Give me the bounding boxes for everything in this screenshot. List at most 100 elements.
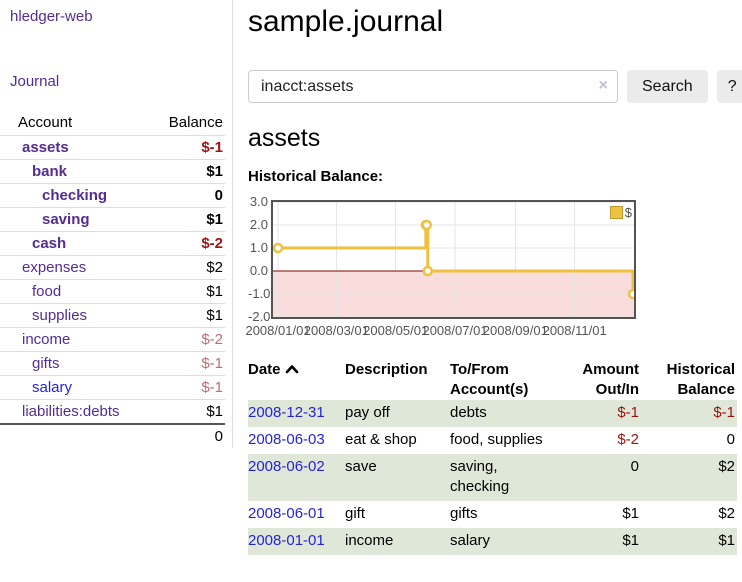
transaction-description: pay off <box>345 400 450 427</box>
account-row: expenses $2 <box>0 255 225 280</box>
transaction-amount: $-2 <box>617 431 639 448</box>
app-brand-link[interactable]: hledger-web <box>10 8 93 25</box>
chart-legend: $ <box>609 205 632 220</box>
sidebar-account-link[interactable]: gifts <box>32 355 60 372</box>
search-box: × <box>248 70 618 103</box>
sidebar-account-link[interactable]: assets <box>22 139 69 156</box>
x-axis-tick-label: 2008/01/01 <box>245 323 311 338</box>
transaction-balance: $1 <box>641 528 737 555</box>
transaction-row: 2008-06-01 gift gifts $1 $2 <box>248 501 737 528</box>
register-column-header-historical: Historical Balance <box>666 361 735 398</box>
sidebar-account-link[interactable]: cash <box>32 235 67 252</box>
sidebar-account-link[interactable]: expenses <box>22 259 87 276</box>
transaction-date-link[interactable]: 2008-01-01 <box>248 532 325 549</box>
sort-ascending-icon <box>281 361 299 378</box>
account-row: salary $-1 <box>0 375 225 400</box>
legend-label: $ <box>624 205 632 220</box>
clear-search-icon[interactable]: × <box>598 77 608 94</box>
register-column-header-amount: Amount Out/In <box>582 361 639 398</box>
account-balance: 0 <box>153 183 225 208</box>
transaction-date-link[interactable]: 2008-12-31 <box>248 404 325 421</box>
search-input[interactable] <box>248 70 618 103</box>
search-button[interactable]: Search <box>627 70 708 103</box>
account-row: supplies $1 <box>0 303 225 328</box>
sidebar-account-link[interactable]: salary <box>32 379 73 396</box>
transaction-amount: 0 <box>560 454 641 501</box>
transaction-amount: $1 <box>560 528 641 555</box>
x-axis-tick-label: 2008/07/01 <box>422 323 488 338</box>
transaction-accounts: gifts <box>450 505 478 522</box>
y-axis-tick-label: 1.0 <box>249 240 268 255</box>
transaction-amount: $-1 <box>560 400 641 427</box>
account-title: assets <box>248 124 321 152</box>
transaction-accounts: debts <box>450 400 560 427</box>
sidebar-account-link[interactable]: checking <box>42 187 108 204</box>
transaction-date-link[interactable]: 2008-06-03 <box>248 431 325 448</box>
account-row: food $1 <box>0 279 225 304</box>
y-axis-tick-label: 0.0 <box>249 263 268 278</box>
account-balance: $-1 <box>153 135 225 160</box>
accounts-table: Account Balance assets $-1 bank $1 checking 0… <box>0 111 225 448</box>
register-column-header-to-from: To/From Account(s) <box>450 361 529 398</box>
account-balance: $-2 <box>153 231 225 256</box>
chart-plot-area: $ <box>271 200 636 319</box>
balance-chart: $ 3.0 2.0 1.0 0.0 -1.0 -2.0 2008/01/01 2008/03/… <box>245 191 742 341</box>
x-axis-tick-label: 2008/11/01 <box>542 323 607 338</box>
account-balance: $2 <box>153 255 225 280</box>
account-balance: $-1 <box>153 351 225 376</box>
transaction-balance: $2 <box>641 454 737 501</box>
historical-balance-label: Historical Balance: <box>248 168 384 185</box>
accounts-column-header-account: Account <box>18 114 73 131</box>
sidebar-account-link[interactable]: supplies <box>32 307 88 324</box>
y-axis-tick-label: -1.0 <box>248 286 271 301</box>
sidebar-account-link[interactable]: income <box>22 331 71 348</box>
y-axis-tick-label: -2.0 <box>248 309 271 324</box>
transaction-date-link[interactable]: 2008-06-02 <box>248 458 325 475</box>
account-row: bank $1 <box>0 159 225 184</box>
search-form: × Search ? <box>248 70 742 103</box>
accounts-total-balance: 0 <box>153 423 225 448</box>
account-balance: $-1 <box>153 375 225 400</box>
transaction-balance: 0 <box>726 431 735 448</box>
register-column-header-date: Date <box>248 360 345 400</box>
accounts-total-row: 0 <box>0 423 225 448</box>
sidebar-account-link[interactable]: saving <box>42 211 90 228</box>
accounts-column-header-balance: Balance <box>168 114 223 131</box>
transaction-description: gift <box>345 505 366 522</box>
transaction-description: eat & shop <box>345 431 417 448</box>
register-column-header-description: Description <box>345 361 428 378</box>
account-row: cash $-2 <box>0 231 225 256</box>
x-axis-tick-label: 2008/03/01 <box>303 323 369 338</box>
register-table: Date Description To/From Account(s) Amount Ou… <box>248 360 737 555</box>
sidebar-account-link[interactable]: bank <box>32 163 68 180</box>
account-row: gifts $-1 <box>0 351 225 376</box>
transaction-date-link[interactable]: 2008-06-01 <box>248 505 325 522</box>
account-balance: $1 <box>153 159 225 184</box>
account-row: assets $-1 <box>0 135 225 160</box>
transaction-row: 2008-06-03 eat & shop food, supplies $-2 0 <box>248 427 737 454</box>
transaction-accounts: saving, checking <box>450 454 560 501</box>
sidebar-account-link[interactable]: liabilities:debts <box>22 403 120 420</box>
transaction-row: 2008-01-01 income salary $1 $1 <box>248 528 737 555</box>
chart-canvas <box>273 202 634 317</box>
account-balance: $1 <box>153 303 225 328</box>
account-row: checking 0 <box>0 183 225 208</box>
account-balance: $1 <box>153 399 225 424</box>
account-row: income $-2 <box>0 327 225 352</box>
transaction-description: income <box>345 528 450 555</box>
x-axis-tick-label: 2008/09/01 <box>482 323 548 338</box>
account-balance: $1 <box>153 207 225 232</box>
transaction-balance: $2 <box>718 505 735 522</box>
transaction-accounts: food, supplies <box>450 431 543 448</box>
sidebar-item-journal[interactable]: Journal <box>10 73 60 90</box>
transaction-accounts: salary <box>450 528 560 555</box>
y-axis-tick-label: 2.0 <box>249 217 268 232</box>
help-button[interactable]: ? <box>716 70 742 103</box>
main-content: sample.journal × Search ? assets Histori… <box>233 0 742 555</box>
sidebar-account-link[interactable]: food <box>32 283 62 300</box>
account-row: liabilities:debts $1 <box>0 399 225 424</box>
x-axis-tick-label: 2008/05/01 <box>363 323 429 338</box>
account-row: saving $1 <box>0 207 225 232</box>
transaction-amount: $1 <box>622 505 639 522</box>
transaction-balance: $-1 <box>641 400 737 427</box>
